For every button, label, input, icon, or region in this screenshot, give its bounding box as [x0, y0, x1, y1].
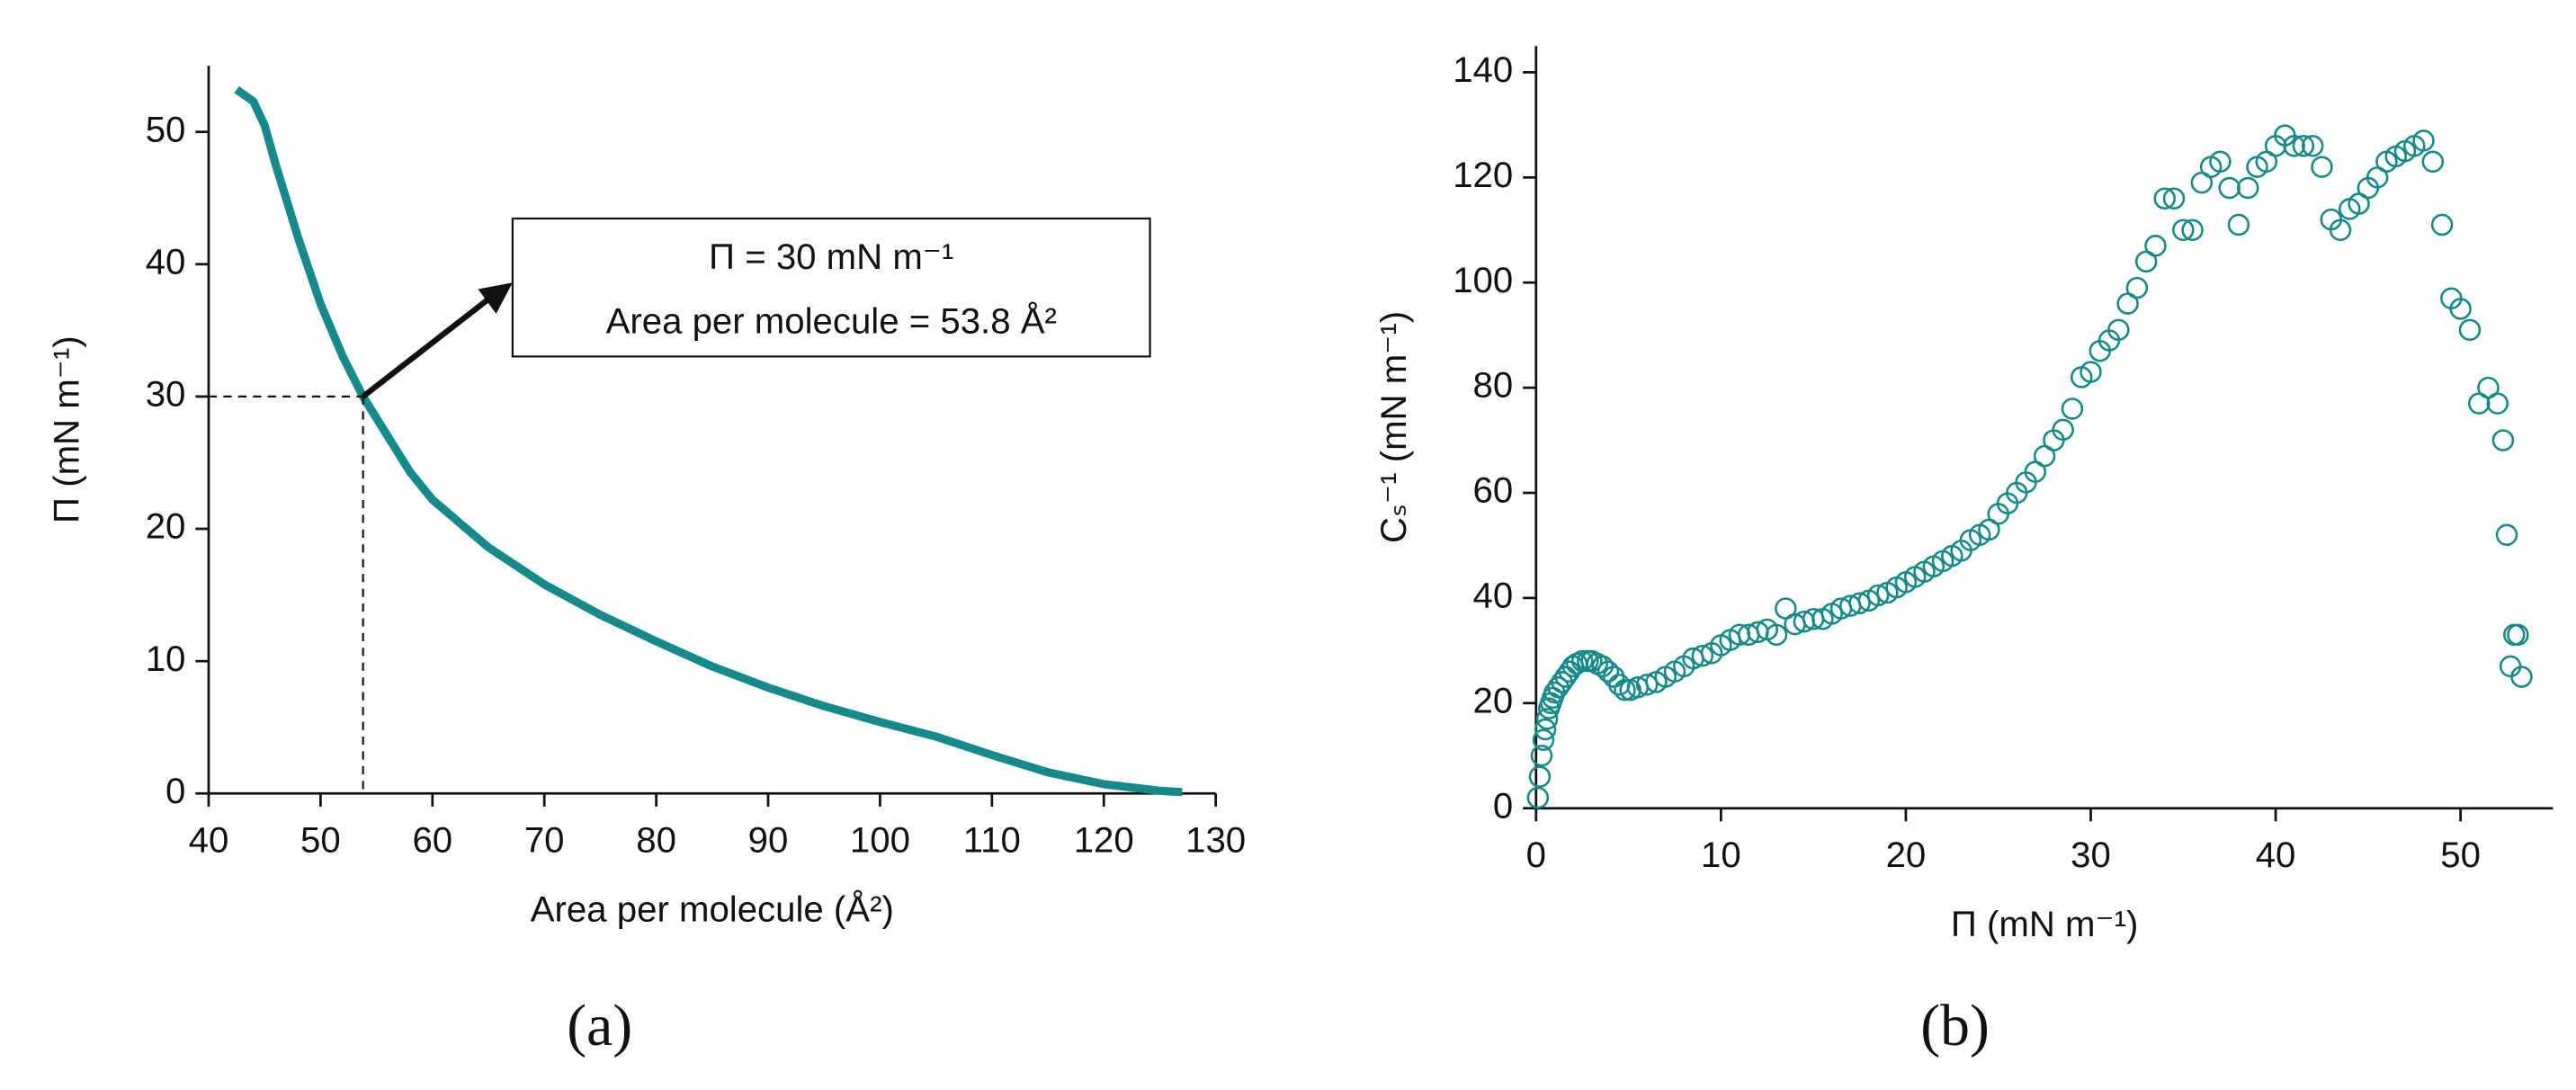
point: [2430, 213, 2454, 237]
arrow-shaft: [361, 293, 495, 399]
point: [2061, 398, 2084, 420]
y-tick-label: 0: [165, 771, 185, 811]
point: [2329, 219, 2352, 242]
x-tick-label: 120: [1074, 820, 1134, 861]
point: [1691, 644, 1714, 667]
point: [2181, 219, 2204, 242]
point: [2052, 418, 2074, 442]
point: [2162, 187, 2186, 210]
x-tick-label: 130: [1185, 820, 1246, 861]
line: [234, 85, 1183, 797]
x-tick-label: 110: [963, 820, 1021, 861]
x-tick-label: 60: [412, 820, 452, 861]
x-tick-label: 100: [850, 820, 910, 861]
panel-label: (b): [1920, 993, 1990, 1059]
point: [1570, 649, 1594, 673]
point: [1535, 708, 1559, 730]
point: [1534, 718, 1557, 741]
x-tick-label: 40: [189, 820, 229, 861]
annotation-text: Π = 30 mN m⁻¹: [709, 237, 953, 277]
y-axis-label: Cₛ⁻¹ (mN m⁻¹): [1373, 311, 1414, 543]
x-tick-label: 0: [1526, 835, 1546, 875]
x-tick-label: 90: [748, 820, 789, 861]
y-tick-label: 100: [1453, 260, 1513, 300]
y-tick-label: 20: [146, 506, 186, 547]
point: [2510, 666, 2533, 688]
point: [1532, 728, 1555, 751]
point: [2125, 276, 2149, 299]
point: [1765, 623, 1788, 647]
point: [2491, 429, 2515, 451]
y-tick-label: 30: [146, 374, 186, 415]
y-tick-label: 60: [1473, 470, 1514, 511]
point: [2153, 187, 2176, 210]
point: [2209, 150, 2232, 174]
point: [2172, 219, 2195, 242]
x-tick-label: 10: [1701, 835, 1741, 875]
point: [1526, 786, 1550, 809]
point: [2412, 130, 2435, 152]
x-tick-label: 40: [2256, 835, 2296, 875]
point: [2507, 623, 2529, 647]
point: [2495, 523, 2518, 547]
y-tick-label: 120: [1453, 155, 1513, 195]
x-axis-label: Π (mN m⁻¹): [1951, 904, 2139, 944]
point: [2237, 176, 2259, 200]
y-tick-label: 20: [1473, 680, 1514, 720]
point: [2283, 135, 2305, 157]
point: [2144, 235, 2167, 257]
point: [1866, 584, 1890, 607]
x-tick-label: 70: [524, 820, 565, 861]
point: [2311, 156, 2333, 178]
annotation-text: Area per molecule = 53.8 Å²: [606, 300, 1057, 341]
y-tick-label: 10: [146, 639, 186, 679]
point: [1528, 765, 1552, 788]
y-axis-label: Π (mN m⁻¹): [46, 335, 86, 523]
y-tick-label: 140: [1453, 49, 1513, 90]
point: [1848, 592, 1871, 614]
x-tick-label: 50: [300, 820, 341, 861]
point: [2292, 135, 2315, 157]
point: [2421, 150, 2445, 174]
y-tick-label: 50: [146, 109, 186, 149]
point: [2449, 298, 2472, 320]
point: [1635, 674, 1659, 696]
x-tick-label: 80: [636, 820, 676, 861]
point: [1597, 660, 1620, 683]
point: [2486, 392, 2509, 415]
y-tick-label: 40: [146, 241, 186, 281]
point: [2458, 318, 2482, 342]
y-tick-label: 0: [1493, 785, 1513, 826]
x-tick-label: 20: [1886, 835, 1927, 875]
x-tick-label: 50: [2440, 835, 2481, 875]
point: [1614, 678, 1636, 701]
x-axis-label: Area per molecule (Å²): [531, 889, 894, 929]
point: [1530, 745, 1553, 767]
x-tick-label: 30: [2071, 835, 2111, 875]
annotation-box: [511, 217, 1151, 358]
arrow-head: [478, 282, 513, 314]
panel-label: (a): [567, 993, 632, 1059]
point: [2218, 176, 2241, 200]
point: [2499, 655, 2522, 678]
point: [2107, 318, 2130, 342]
point: [2227, 213, 2250, 237]
point: [2080, 361, 2102, 383]
y-tick-label: 40: [1473, 576, 1514, 616]
y-tick-label: 80: [1473, 365, 1514, 406]
point: [2301, 135, 2324, 157]
